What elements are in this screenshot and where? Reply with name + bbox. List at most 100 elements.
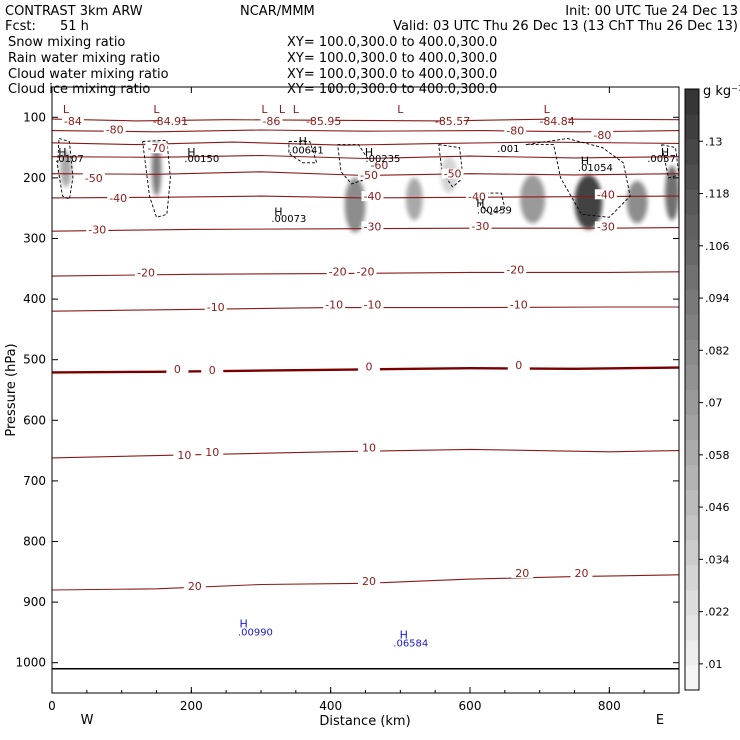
extreme-marker-12: H bbox=[581, 155, 589, 168]
isotherm-label-9: -70 bbox=[148, 142, 166, 155]
isotherm-label-bg-10 bbox=[368, 160, 391, 171]
extreme-value-0: .0107 bbox=[55, 154, 84, 165]
colorbar-step-18 bbox=[685, 214, 699, 240]
extreme-value-5: .00459 bbox=[477, 206, 512, 217]
colorbar-label-7: .094 bbox=[705, 292, 730, 305]
isotherm-label-bg-28 bbox=[361, 299, 384, 310]
isotherm-label-18: -30 bbox=[88, 223, 106, 236]
colorbar-frame bbox=[684, 88, 700, 691]
isotherm-label-30: 0 bbox=[174, 363, 181, 376]
isotherm-label-2: -84.91 bbox=[153, 115, 188, 128]
isotherm-label-3: -86 bbox=[262, 115, 280, 128]
isotherm-label-bg-4 bbox=[312, 115, 335, 126]
snow-contour-3 bbox=[337, 144, 373, 185]
y-axis-label: Pressure (hPa) bbox=[4, 343, 19, 436]
west-endpoint-label: W bbox=[81, 713, 94, 728]
ice-cell-7 bbox=[626, 180, 648, 224]
extreme-marker-0: L bbox=[63, 103, 70, 116]
isotherm-label-31: 0 bbox=[209, 364, 216, 377]
extreme-marker-11: H bbox=[476, 197, 484, 210]
extreme-value-8: .00073 bbox=[271, 214, 306, 225]
y-tick-label-7: 800 bbox=[23, 535, 46, 549]
isotherm-label-4: -85.95 bbox=[306, 115, 341, 128]
extreme-value-9: .00990 bbox=[238, 627, 273, 638]
isotherm-label-37: 20 bbox=[188, 580, 202, 593]
colorbar-step-8 bbox=[685, 464, 699, 491]
extreme-marker-15: H bbox=[239, 618, 247, 631]
center-name: NCAR/MMM bbox=[240, 4, 315, 19]
isotherm--20 bbox=[52, 271, 679, 277]
isotherm-label-23: -20 bbox=[329, 265, 347, 278]
isotherm-label-11: -50 bbox=[85, 172, 103, 185]
isotherm-label-16: -40 bbox=[468, 191, 486, 204]
isotherm-label-20: -30 bbox=[471, 220, 489, 233]
isotherm-label-bg-29 bbox=[507, 299, 530, 310]
snow-contour-6 bbox=[525, 138, 631, 218]
x-tick-label-2: 400 bbox=[319, 699, 342, 713]
isotherm-label-bg-36 bbox=[357, 442, 380, 453]
isotherm-label-17: -40 bbox=[597, 188, 615, 201]
isotherm-label-bg-12 bbox=[357, 169, 380, 180]
isotherm-label-bg-24 bbox=[354, 266, 377, 277]
colorbar-step-4 bbox=[685, 564, 699, 591]
x-tick-label-4: 800 bbox=[598, 699, 621, 713]
extreme-marker-6: L bbox=[544, 103, 551, 116]
extreme-marker-3: L bbox=[279, 103, 286, 116]
forecast-label: Fcst: bbox=[5, 19, 36, 34]
isotherm--10 bbox=[52, 306, 679, 312]
isotherm-label-5: -85.57 bbox=[435, 115, 470, 128]
legend-field-snow: Snow mixing ratio bbox=[8, 35, 125, 50]
isotherm-label-bg-8 bbox=[591, 129, 614, 140]
colorbar-step-11 bbox=[685, 389, 699, 416]
extreme-value-4: .001 bbox=[497, 144, 519, 155]
isotherm-label-bg-31 bbox=[201, 365, 224, 376]
isotherm--70 bbox=[52, 141, 679, 146]
isotherm-label-29: -10 bbox=[510, 299, 528, 312]
colorbar-step-17 bbox=[685, 239, 699, 265]
extreme-marker-5: L bbox=[397, 103, 404, 116]
isotherm-label-26: -10 bbox=[207, 301, 225, 314]
extreme-value-7: .0057 bbox=[647, 154, 676, 165]
isotherm-label-35: 10 bbox=[205, 446, 219, 459]
isotherm--80 bbox=[52, 129, 679, 133]
figure-title: CONTRAST 3km ARW bbox=[5, 4, 143, 19]
isotherm-label-6: -80 bbox=[506, 125, 524, 138]
colorbar-step-22 bbox=[685, 114, 699, 140]
colorbar: .01 .022 .034 .046 .058 .07 .082 .094 .106 .118 .1… bbox=[684, 88, 730, 691]
ice-cell-5 bbox=[520, 174, 546, 224]
isotherm-label-38: 20 bbox=[362, 575, 376, 588]
y-tick-label-1: 200 bbox=[23, 171, 46, 185]
isotherm-label-40: 20 bbox=[574, 567, 588, 580]
isotherm-label-bg-37 bbox=[183, 580, 206, 591]
isotherm-label-bg-39 bbox=[511, 568, 534, 579]
isotherm-label-bg-18 bbox=[86, 224, 109, 235]
isotherm-label-bg-25 bbox=[504, 264, 527, 275]
isotherm-label-bg-32 bbox=[357, 361, 380, 372]
isotherm-label-22: -20 bbox=[137, 266, 155, 279]
colorbar-step-1 bbox=[685, 639, 699, 666]
y-tick-label-2: 300 bbox=[23, 232, 46, 246]
init-time: Init: 00 UTC Tue 24 Dec 13 bbox=[565, 4, 738, 19]
colorbar-step-15 bbox=[685, 289, 699, 315]
x-tick-label-0: 0 bbox=[48, 699, 56, 713]
isotherm-label-bg-14 bbox=[107, 192, 130, 203]
extreme-value-2: .00641 bbox=[289, 146, 324, 157]
extreme-marker-2: L bbox=[261, 103, 268, 116]
isotherm-label-bg-35 bbox=[201, 446, 224, 457]
isotherm-label-bg-3 bbox=[260, 115, 283, 126]
valid-time: Valid: 03 UTC Thu 26 Dec 13 (13 ChT Thu … bbox=[393, 19, 738, 34]
legend-xy-cloud-ice: XY= 100.0,300.0 to 400.0,300.0 bbox=[287, 82, 497, 97]
y-tick-label-6: 700 bbox=[23, 474, 46, 488]
extreme-marker-7: H bbox=[58, 146, 66, 159]
isotherm-label-bg-21 bbox=[594, 221, 617, 232]
colorbar-step-2 bbox=[685, 614, 699, 641]
extreme-marker-13: H bbox=[661, 146, 669, 159]
legend-field-cloud-water: Cloud water mixing ratio bbox=[8, 67, 169, 82]
extreme-marker-8: H bbox=[187, 146, 195, 159]
legend-xy-cloud-water: XY= 100.0,300.0 to 400.0,300.0 bbox=[287, 67, 497, 82]
extreme-marker-14: H bbox=[274, 205, 282, 218]
colorbar-label-4: .058 bbox=[705, 449, 730, 462]
extreme-marker-10: H bbox=[365, 146, 373, 159]
isotherm-label-bg-5 bbox=[441, 115, 464, 126]
ice-cell-8 bbox=[665, 165, 679, 221]
